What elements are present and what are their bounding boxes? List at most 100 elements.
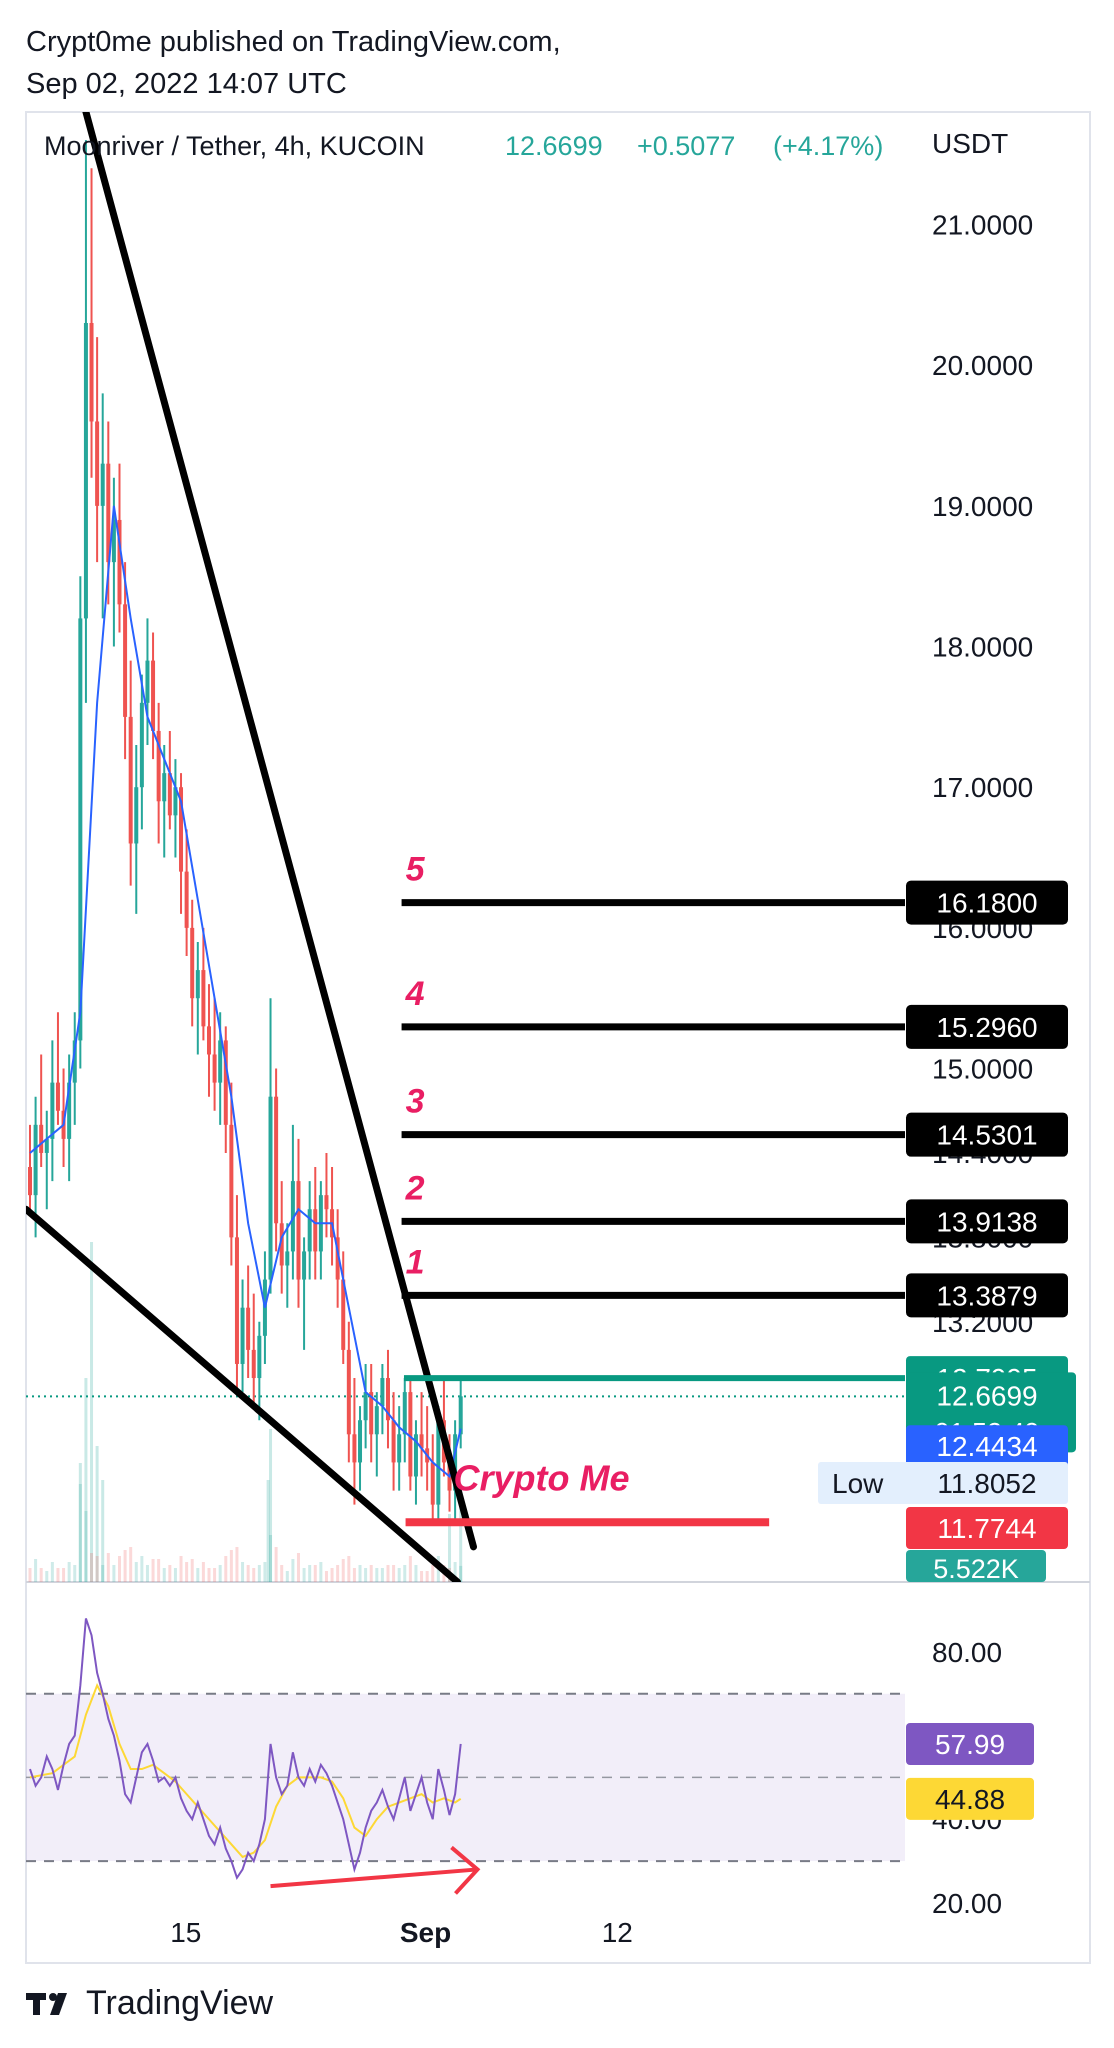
- candle: [341, 1251, 346, 1364]
- candle-body: [201, 970, 206, 1027]
- candle: [285, 1223, 290, 1308]
- volume-label: 5.522K: [933, 1554, 1019, 1584]
- candle: [39, 1054, 44, 1168]
- candle-body: [33, 1124, 38, 1196]
- candle-body: [156, 730, 161, 802]
- candle-body: [240, 1307, 245, 1364]
- price-tick: 15.0000: [932, 1054, 1033, 1085]
- tradingview-logo[interactable]: TradingView: [26, 1984, 273, 2023]
- target-number-1: 1: [406, 1243, 425, 1281]
- target-price-label: 14.5301: [936, 1120, 1037, 1151]
- candle-body: [430, 1462, 435, 1505]
- volume-bar: [285, 1571, 289, 1582]
- candle: [123, 562, 128, 760]
- candle-body: [285, 1251, 290, 1266]
- candle-body: [341, 1279, 346, 1350]
- low-price-tag: [818, 1462, 1068, 1504]
- volume-bar: [266, 1480, 270, 1582]
- volume-bar: [134, 1562, 138, 1582]
- main-plot: [26, 112, 905, 1582]
- candle: [408, 1378, 413, 1491]
- candle-body: [123, 604, 128, 717]
- candle: [145, 618, 150, 746]
- volume-bar: [352, 1568, 356, 1582]
- candle-body: [67, 1082, 72, 1139]
- volume-bar: [56, 1568, 60, 1582]
- candle: [240, 1279, 245, 1393]
- volume-bar: [145, 1565, 149, 1582]
- candle-body: [408, 1392, 413, 1477]
- candle: [223, 1026, 228, 1153]
- candle: [458, 1378, 463, 1449]
- volume-bar: [90, 1553, 94, 1582]
- volume-bar: [235, 1547, 239, 1582]
- volume-bar: [263, 1562, 267, 1582]
- volume-bar: [459, 1565, 463, 1582]
- candle-body: [195, 970, 200, 999]
- volume-bar: [140, 1556, 144, 1582]
- target-price-tag: [906, 880, 1068, 925]
- volume-bar: [196, 1568, 200, 1582]
- candle: [268, 998, 273, 1294]
- candle: [363, 1363, 368, 1449]
- target-price-label: 15.2960: [936, 1012, 1037, 1043]
- candle-body: [89, 323, 94, 422]
- candle: [229, 1082, 234, 1266]
- candle-body: [111, 519, 116, 563]
- candle: [402, 1378, 407, 1463]
- candle-body: [363, 1392, 368, 1421]
- candle: [128, 660, 133, 886]
- last-price: 12.6699: [505, 131, 603, 161]
- volume-bar: [380, 1568, 384, 1582]
- target-price-tag: [906, 1004, 1068, 1049]
- candle: [179, 773, 184, 914]
- candle-body: [27, 1167, 32, 1196]
- candle: [324, 1152, 329, 1238]
- volume-bar: [420, 1571, 424, 1582]
- volume-bar: [369, 1565, 373, 1582]
- volume-bar: [201, 1562, 205, 1582]
- price-tick: 18.0000: [932, 632, 1033, 663]
- target-number-3: 3: [406, 1083, 425, 1121]
- volume-bar: [117, 1556, 121, 1582]
- target-price-tag: [906, 1273, 1068, 1318]
- volume-bar: [73, 1565, 77, 1582]
- tradingview-icon: [26, 1992, 67, 2015]
- volume-bar: [386, 1565, 390, 1582]
- target-price-label: 16.1800: [936, 888, 1037, 919]
- candle: [95, 337, 100, 563]
- price-tick: 21.0000: [932, 210, 1033, 241]
- volume-bar: [347, 1556, 351, 1582]
- candle-body: [55, 1082, 60, 1111]
- chart-frame: [25, 111, 1091, 1964]
- candle-body: [206, 1026, 211, 1055]
- rsi-value-tag: [906, 1722, 1034, 1765]
- candle: [111, 477, 116, 647]
- candle: [206, 984, 211, 1097]
- volume-bar: [448, 1514, 452, 1582]
- candle: [212, 998, 217, 1111]
- volume-bar: [431, 1565, 435, 1582]
- candle-body: [369, 1392, 374, 1435]
- candle: [413, 1420, 418, 1505]
- volume-bar: [408, 1556, 412, 1582]
- candle: [195, 941, 200, 1055]
- volume-bar: [207, 1568, 211, 1582]
- volume-bar: [173, 1568, 177, 1582]
- candle: [50, 1040, 55, 1182]
- wedge-upper-line: [82, 112, 477, 1551]
- volume-bar: [168, 1565, 172, 1582]
- candle-body: [402, 1392, 407, 1435]
- candle-body: [83, 323, 88, 619]
- candle-body: [380, 1378, 385, 1407]
- candle: [385, 1349, 390, 1449]
- rsi-ma-label: 44.88: [935, 1784, 1005, 1815]
- candle: [358, 1406, 363, 1491]
- volume-bar: [151, 1559, 155, 1582]
- price-tick: 20.0000: [932, 350, 1033, 381]
- candle: [257, 1321, 262, 1421]
- candle: [246, 1265, 251, 1379]
- candle-body: [106, 463, 111, 563]
- volume-bar: [319, 1562, 323, 1582]
